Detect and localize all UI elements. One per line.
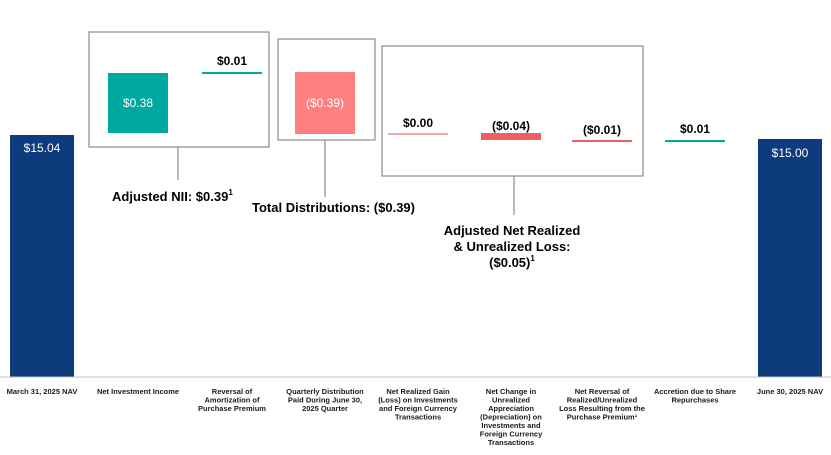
bars <box>10 72 822 377</box>
category-axis: March 31, 2025 NAV Net Investment Income R… <box>0 376 831 447</box>
group-boxes <box>88 31 644 215</box>
category-label-5: Net Realized Gain (Loss) on Investments an… <box>378 387 458 422</box>
bar-9 <box>758 139 822 377</box>
value-label-5: $0.00 <box>403 116 433 130</box>
value-label-9: $15.00 <box>772 146 809 160</box>
group-label-adjusted-net-realized-line-3: ($0.05)1 <box>489 254 535 270</box>
bar-3 <box>202 72 262 74</box>
group-box-1 <box>88 31 270 148</box>
category-label-4: Quarterly Distribution Paid During June 3… <box>286 387 364 413</box>
group-label-adjusted-nii: Adjusted NII: $0.391 <box>112 188 233 204</box>
group-box-3 <box>381 45 644 177</box>
value-label-2: $0.38 <box>123 96 153 110</box>
bar-8 <box>665 140 725 142</box>
value-labels: $15.04 $0.38 $0.01 ($0.39) $0.00 ($0.04) ($0.0… <box>24 54 809 160</box>
value-label-3: $0.01 <box>217 54 247 68</box>
value-label-7: ($0.01) <box>583 123 621 137</box>
bar-7 <box>572 140 632 142</box>
group-label-adjusted-net-realized-line-1: Adjusted Net Realized <box>444 223 581 238</box>
category-label-2: Net Investment Income <box>97 387 179 396</box>
bar-4 <box>295 72 355 134</box>
value-label-6: ($0.04) <box>492 119 530 133</box>
bar-2 <box>108 73 168 133</box>
value-label-1: $15.04 <box>24 141 61 155</box>
category-label-6: Net Change in Unrealized Appreciation (Depr… <box>480 387 543 447</box>
group-labels: Adjusted NII: $0.391 Total Distributions:… <box>112 188 580 270</box>
category-label-1: March 31, 2025 NAV <box>7 387 78 396</box>
group-box-2 <box>277 38 376 141</box>
bar-1 <box>10 135 74 377</box>
bar-5 <box>388 133 448 135</box>
bar-6 <box>481 133 541 140</box>
category-label-8: Accretion due to Share Repurchases <box>654 387 736 405</box>
value-label-8: $0.01 <box>680 122 710 136</box>
group-label-adjusted-net-realized-line-2: & Unrealized Loss: <box>453 239 570 254</box>
category-label-7: Net Reversal of Realized/Unrealized Loss R… <box>559 387 645 422</box>
group-label-total-distributions: Total Distributions: ($0.39) <box>252 200 415 215</box>
category-label-9: June 30, 2025 NAV <box>757 387 823 396</box>
value-label-4: ($0.39) <box>306 96 344 110</box>
category-label-3: Reversal of Amortization of Purchase Premi… <box>198 387 266 413</box>
